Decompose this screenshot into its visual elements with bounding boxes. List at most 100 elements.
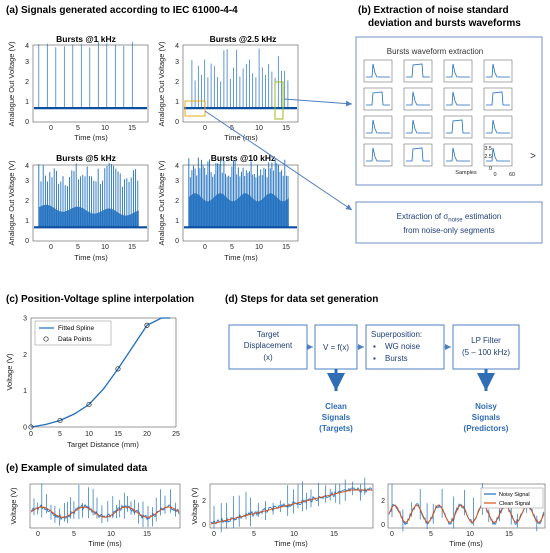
x-tick: 0: [203, 244, 207, 251]
y-axis-label: Analogue Out Voltage (V): [7, 41, 16, 127]
inset-y-tick: 0: [489, 166, 492, 172]
waveform-thumbnail: [403, 59, 433, 83]
section-e-title: (e) Example of simulated data: [6, 463, 148, 474]
waveform-trace: [366, 147, 390, 162]
subplot-bursts-1khz: Bursts @1 kHz 0 5 10 15 0 1 2 3 4 Time (…: [25, 34, 149, 142]
box-text: V = f(x): [323, 343, 349, 352]
signal-trace: [34, 163, 147, 229]
plot-frame: [29, 483, 181, 529]
signal-trace: [30, 483, 180, 528]
spline-line: [30, 317, 171, 428]
waveform-thumbnail: [363, 59, 393, 83]
section-b-title-line1: (b) Extraction of noise standard: [358, 5, 509, 16]
box-target-displacement: [228, 324, 308, 370]
subplot-title: Bursts @2.5 kHz: [210, 34, 277, 44]
waveform-thumbnail: [483, 115, 513, 139]
x-axis-label: Time (ms): [74, 253, 108, 262]
y-tick: 0: [25, 238, 29, 245]
inset-x-tick: 0: [493, 172, 496, 178]
x-tick: 25: [172, 431, 180, 438]
box-text: Displacement: [244, 341, 293, 350]
x-tick: 10: [107, 531, 115, 538]
waveform-trace: [406, 147, 430, 162]
x-axis-label: Time (ms): [224, 133, 258, 142]
x-axis-label: Time (ms): [274, 539, 308, 548]
data-point: [144, 322, 150, 328]
y-tick: 2: [25, 198, 29, 205]
x-tick: 0: [212, 531, 216, 538]
waveform-thumbnail: [443, 115, 473, 139]
data-point: [86, 401, 92, 408]
output-text: Signals: [472, 413, 501, 422]
output-text: (Predictors): [464, 424, 509, 433]
x-tick: 15: [143, 531, 151, 538]
x-tick: 5: [429, 531, 433, 538]
chart-marks: [28, 317, 171, 430]
data-point: [57, 417, 63, 424]
y-tick: 1: [25, 218, 29, 225]
box-superposition: [365, 324, 445, 370]
arrow-to-extraction: [283, 98, 353, 107]
y-tick: 2: [23, 352, 27, 359]
y-tick: 1: [25, 99, 29, 106]
noise-text-post: estimation: [463, 212, 502, 221]
y-tick: 4: [175, 163, 179, 170]
output-text: Clean: [325, 402, 347, 411]
noise-text-sub: noise: [448, 218, 463, 224]
subplot-title: Bursts @10 kHz: [211, 153, 276, 163]
legend-circle-icon: [43, 336, 49, 342]
bullet-icon: ▪: [373, 354, 376, 363]
box-text: (5 – 100 kHz): [462, 348, 510, 357]
example-plot-1: 0 5 10 15 Time (ms) Voltage (V): [9, 483, 181, 548]
x-ticks: 0 5 10 15: [49, 244, 136, 251]
noise-segment-highlight: [184, 100, 206, 117]
box-text: LP Filter: [471, 336, 501, 345]
y-axis-label: Voltage (V): [5, 353, 14, 391]
y-tick: 3: [175, 59, 179, 66]
subplot-title: Bursts @5 kHz: [56, 153, 116, 163]
inset-x-label: Samples: [455, 170, 477, 176]
data-point: [28, 424, 34, 430]
waveform-thumbnail: [363, 115, 393, 139]
waveform-thumbnail: [483, 59, 513, 83]
legend-entry: Data Points: [58, 336, 92, 343]
signal-trace: [210, 477, 373, 533]
more-waveforms-indicator: >: [530, 151, 536, 162]
output-text: (Targets): [319, 424, 353, 433]
y-ticks: 0 1 2 3 4: [175, 163, 179, 245]
x-tick: 5: [230, 244, 234, 251]
y-tick: 0: [202, 522, 206, 529]
noise-estimation-line1: Extraction of σnoise estimation: [397, 212, 502, 224]
box-text: Bursts: [385, 354, 408, 363]
noise-text-pre: Extraction of σ: [397, 212, 449, 221]
burst-waveform-grid: [363, 59, 513, 167]
y-ticks: 0 1 2 3 4: [25, 163, 29, 245]
waveform-trace: [406, 91, 430, 106]
box-lp-filter: [452, 324, 520, 370]
x-tick: 0: [36, 531, 40, 538]
x-tick: 15: [128, 244, 136, 251]
x-tick: 5: [76, 244, 80, 251]
waveform-thumbnail: [403, 143, 433, 167]
signal-trace: [388, 483, 545, 532]
waveform-thumbnail: [403, 115, 433, 139]
y-tick: 1: [175, 99, 179, 106]
subplot-bursts-10khz: Bursts @10 kHz 0 5 10 15 0 1 2 3 4 Time …: [175, 153, 299, 262]
y-tick: 3: [175, 178, 179, 185]
x-ticks: 0 5 10 15: [203, 244, 290, 251]
legend-entry: Fitted Spline: [58, 325, 95, 332]
x-tick: 15: [282, 244, 290, 251]
bursts-extraction-title: Bursts waveform extraction: [387, 47, 483, 56]
waveform-thumbnail: [363, 143, 393, 167]
legend-box: [480, 487, 544, 509]
x-axis-label: Time (ms): [224, 253, 258, 262]
section-a-title: (a) Signals generated according to IEC 6…: [6, 5, 238, 16]
inset-x-tick: 60: [509, 172, 515, 178]
y-tick: 2: [202, 498, 206, 505]
x-tick: 0: [203, 125, 207, 132]
noise-estimation-line2: from noise-only segments: [403, 226, 495, 235]
example-plot-2: 0 2 0 5 10 15 Time (ms) Voltage (V): [190, 477, 374, 548]
waveform-thumbnail: [483, 87, 513, 111]
panel-a: Bursts @1 kHz 0 5 10 15 0 1 2 3 4 Time (…: [7, 34, 299, 262]
